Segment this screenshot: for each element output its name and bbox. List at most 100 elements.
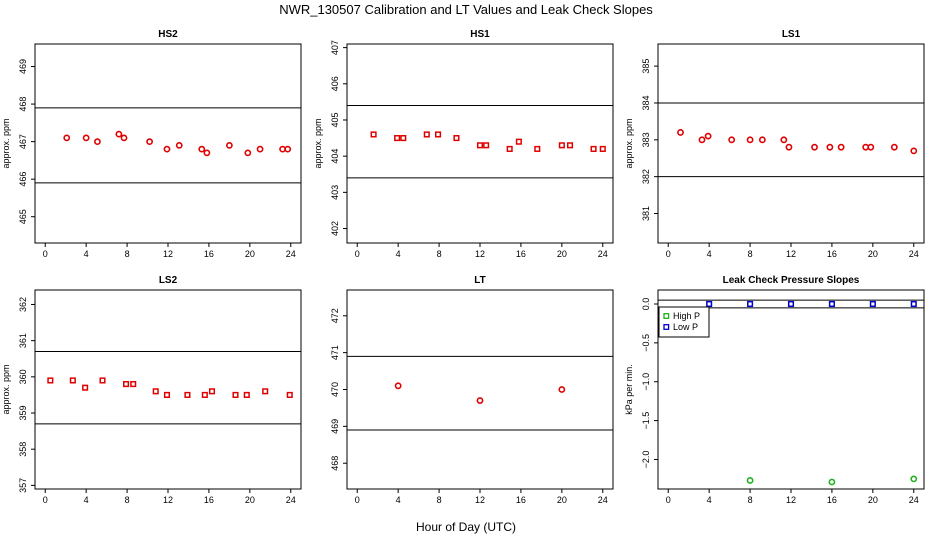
legend-label: High P (673, 311, 700, 321)
x-tick-label: 24 (286, 495, 296, 505)
data-point-low-p (828, 300, 835, 308)
data-point (256, 145, 264, 153)
data-point (94, 138, 101, 146)
data-point (184, 391, 191, 398)
data-point (837, 143, 845, 151)
data-point (890, 143, 898, 151)
y-tick-label: 361 (18, 333, 28, 348)
x-tick-label: 16 (516, 495, 526, 505)
data-point (785, 143, 793, 151)
x-tick-label: 20 (868, 249, 878, 259)
y-tick-label: 384 (641, 95, 651, 110)
panel-title: LS1 (782, 29, 801, 40)
data-point (677, 129, 684, 136)
data-point (506, 145, 513, 152)
data-point (400, 135, 407, 142)
data-point (867, 143, 875, 151)
data-point (163, 145, 171, 153)
y-tick-label: 357 (18, 478, 28, 493)
figure-x-label: Hour of Day (UTC) (416, 520, 516, 534)
x-tick-label: 12 (475, 495, 485, 505)
x-tick-label: 20 (868, 495, 878, 505)
panel-title: LS2 (159, 275, 178, 286)
data-point (243, 391, 250, 398)
data-point (201, 391, 208, 398)
data-point (262, 388, 269, 395)
data-point (534, 145, 541, 152)
x-tick-label: 0 (666, 495, 671, 505)
y-tick-label: 469 (330, 419, 340, 434)
y-tick-label: 466 (18, 172, 28, 187)
panel-title: LT (474, 275, 485, 286)
data-point-low-p (747, 300, 754, 308)
x-tick-label: 4 (84, 495, 89, 505)
x-tick-label: 20 (557, 495, 567, 505)
panel-hs1: HS1 approx. ppm 0 4 8 12 16 20 24 402 403 404 405 406… (313, 29, 614, 259)
y-tick-label: −2.0 (641, 451, 651, 469)
data-point (225, 141, 233, 149)
y-tick-label: 467 (18, 134, 28, 149)
y-axis-label: approx. ppm (1, 118, 11, 168)
y-tick-label: 465 (18, 209, 28, 224)
x-tick-label: 8 (748, 495, 753, 505)
y-tick-label: 468 (18, 97, 28, 112)
x-tick-label: 20 (245, 249, 255, 259)
plot-frame (34, 289, 302, 490)
data-point (284, 145, 292, 153)
y-tick-label: 360 (18, 369, 28, 384)
y-tick-label: 385 (641, 59, 651, 74)
data-point (746, 136, 754, 144)
x-tick-label: 8 (125, 495, 130, 505)
data-point (728, 136, 736, 144)
x-tick-label: 8 (437, 495, 442, 505)
legend-label: Low P (673, 322, 698, 332)
x-tick-label: 0 (355, 249, 360, 259)
data-point (435, 131, 442, 138)
x-tick-label: 0 (666, 249, 671, 259)
y-tick-label: 359 (18, 406, 28, 421)
data-point (758, 136, 766, 144)
x-tick-label: 20 (557, 249, 567, 259)
data-point (476, 142, 484, 149)
data-point (698, 136, 706, 144)
y-tick-label: 472 (330, 308, 340, 323)
x-tick-label: 12 (163, 495, 173, 505)
data-point (599, 145, 606, 152)
y-axis-label: approx. ppm (313, 118, 323, 168)
data-point (476, 397, 484, 404)
plot-frame (346, 289, 614, 490)
panels: HS2 approx. ppm 0 4 8 12 16 20 24 465 466 467 468 469… (1, 29, 925, 505)
y-tick-label: 383 (641, 132, 651, 147)
y-axis-label: approx. ppm (1, 364, 11, 414)
data-point (704, 132, 712, 140)
data-point (152, 388, 159, 395)
data-point (811, 143, 818, 151)
x-tick-label: 24 (286, 249, 296, 259)
x-tick-label: 16 (827, 495, 837, 505)
y-tick-label: 471 (330, 345, 340, 360)
y-tick-label: 469 (18, 59, 28, 74)
x-tick-label: 8 (748, 249, 753, 259)
data-point (558, 142, 565, 149)
data-point (566, 142, 574, 149)
data-point (244, 149, 252, 157)
data-point-low-p (706, 300, 713, 308)
panel-title: HS1 (470, 29, 490, 40)
y-tick-label: 403 (330, 185, 340, 200)
x-tick-label: 24 (598, 495, 608, 505)
y-tick-label: 362 (18, 297, 28, 312)
data-point (175, 141, 183, 149)
y-tick-label: 405 (330, 112, 340, 127)
y-tick-label: 402 (330, 221, 340, 236)
plot-frame (34, 43, 302, 244)
x-tick-label: 4 (396, 495, 401, 505)
x-tick-label: 16 (204, 495, 214, 505)
x-tick-label: 16 (204, 249, 214, 259)
data-point (515, 138, 522, 145)
data-point (123, 381, 130, 388)
data-point-high-p (746, 477, 754, 484)
y-axis-label: approx. ppm (624, 118, 634, 168)
data-point (198, 145, 206, 153)
x-tick-label: 16 (827, 249, 837, 259)
